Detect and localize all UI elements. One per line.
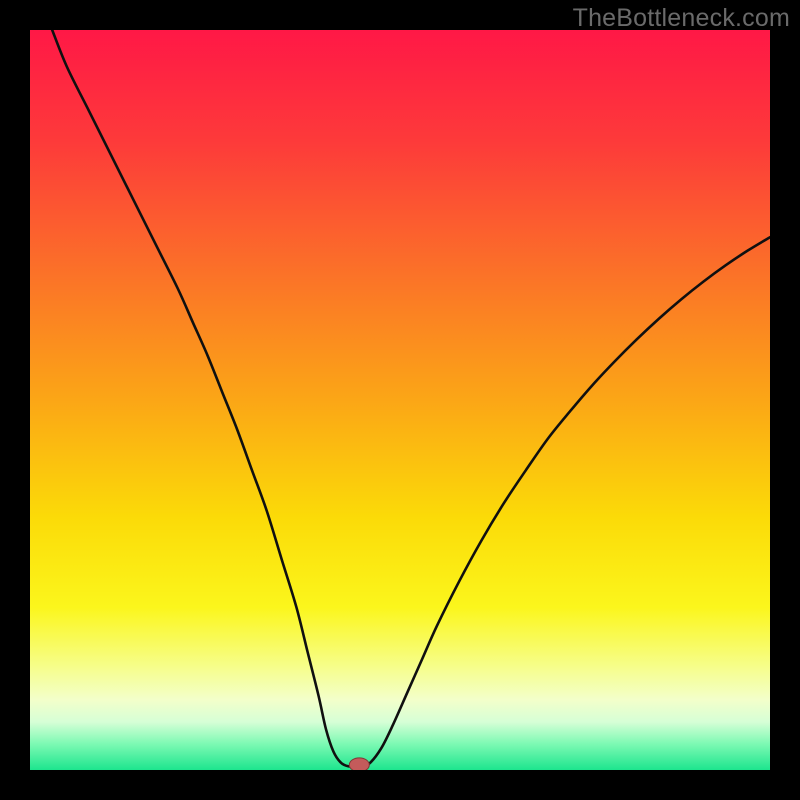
optimum-marker — [349, 758, 369, 770]
bottleneck-chart — [30, 30, 770, 770]
plot-background — [30, 30, 770, 770]
chart-stage: TheBottleneck.com — [0, 0, 800, 800]
watermark-text: TheBottleneck.com — [573, 4, 790, 33]
